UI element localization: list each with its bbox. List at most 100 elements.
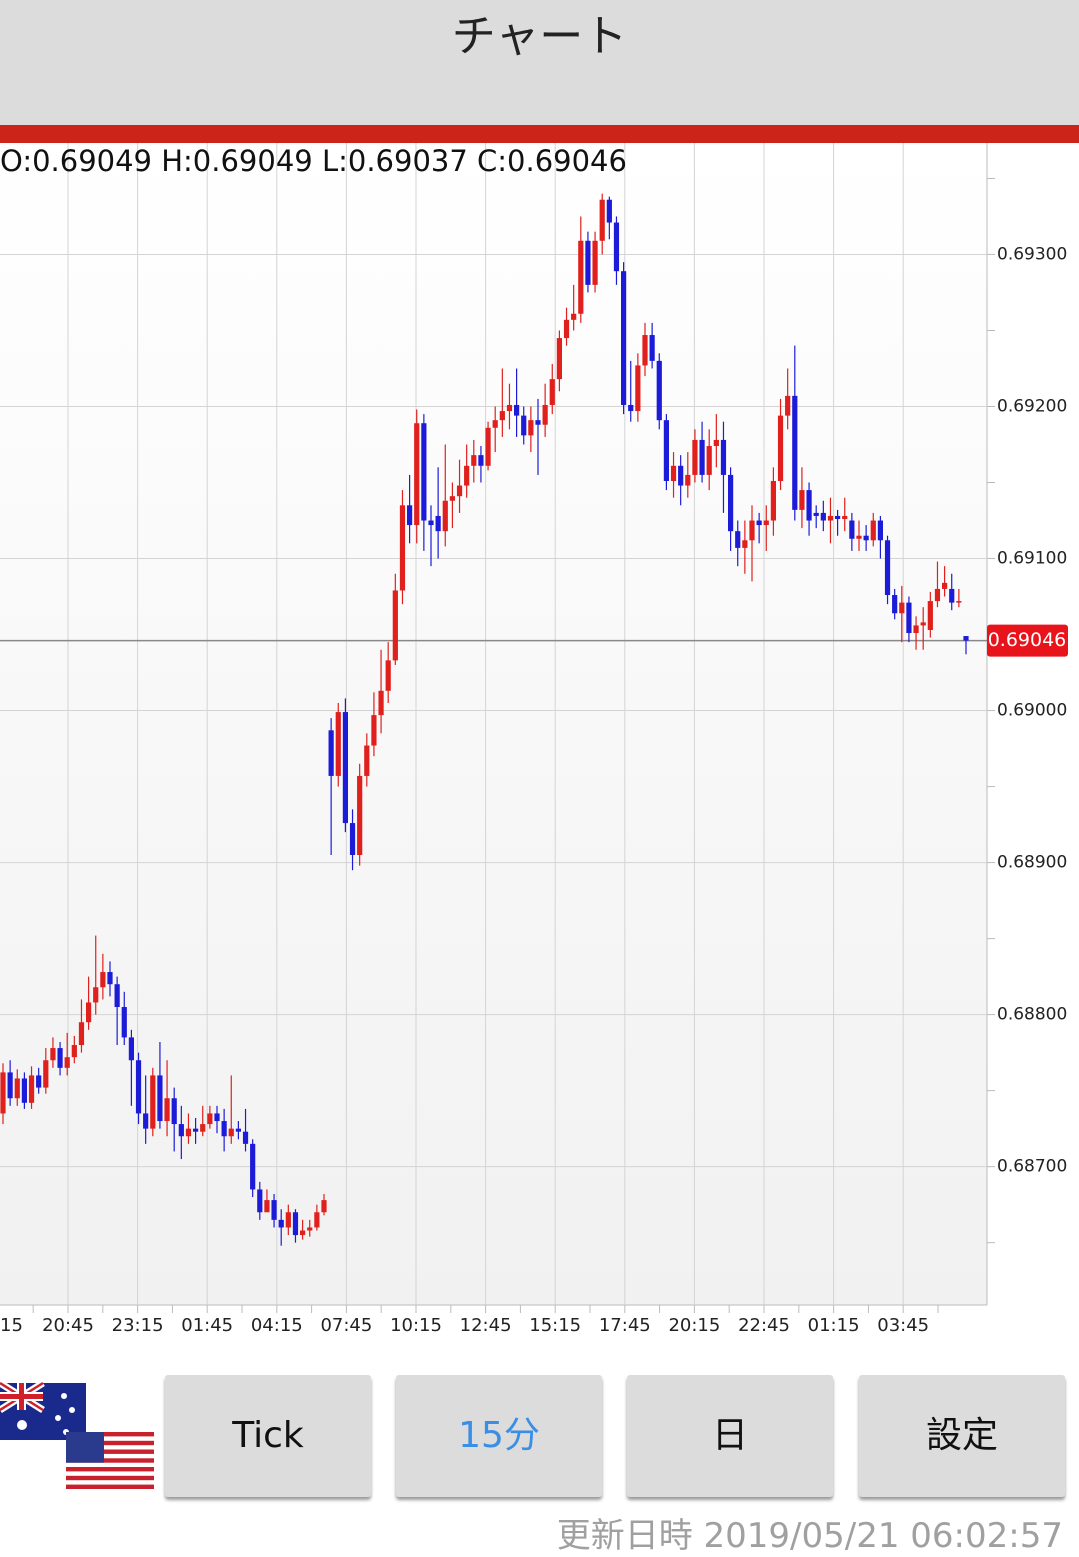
candle-body	[613, 222, 620, 272]
candle-body	[713, 439, 719, 447]
candle-body	[663, 420, 669, 481]
candle-body	[884, 540, 891, 596]
x-tick-label: 20:15	[668, 1315, 720, 1336]
candle-body	[0, 1072, 6, 1114]
accent-bar	[0, 125, 1079, 143]
candle-body	[592, 240, 598, 285]
candle-body	[321, 1200, 327, 1213]
candle-body	[421, 423, 427, 521]
candle-body	[870, 520, 876, 541]
settings-button[interactable]: 設定	[859, 1375, 1065, 1497]
candle-body	[892, 595, 898, 614]
candle-body	[856, 535, 862, 539]
candle-body	[50, 1048, 56, 1061]
candle-body	[934, 588, 941, 602]
candle-body	[492, 420, 498, 428]
candle-body	[221, 1121, 227, 1137]
candle-body	[300, 1230, 306, 1236]
candle-body	[157, 1075, 163, 1122]
candle-body	[942, 582, 948, 589]
candle-body	[899, 602, 905, 614]
candle-body	[407, 505, 413, 526]
x-tick-label: 15:15	[529, 1315, 581, 1336]
candle-body	[378, 690, 384, 716]
candle-body	[635, 365, 641, 412]
y-tick-label: 0.68900	[997, 853, 1067, 873]
candle-body	[307, 1227, 313, 1231]
candle-body	[670, 465, 677, 481]
candle-body	[813, 512, 819, 516]
candle-body	[742, 540, 748, 548]
candle-body	[806, 490, 812, 521]
candle-body	[920, 622, 926, 626]
15min-button[interactable]: 15分	[396, 1375, 602, 1497]
x-tick-label: 07:45	[320, 1315, 372, 1336]
candle-body	[478, 455, 484, 466]
candle-body	[185, 1128, 192, 1137]
candle-body	[214, 1113, 220, 1122]
candle-body	[728, 474, 734, 532]
candle-body	[242, 1131, 249, 1144]
currency-flags	[0, 1380, 154, 1489]
candle-body	[528, 420, 534, 436]
candle-body	[499, 411, 505, 421]
candle-body	[435, 515, 441, 532]
candle-body	[485, 427, 491, 466]
candle-body	[150, 1075, 156, 1129]
candle-body	[71, 1045, 77, 1058]
y-tick-label: 0.69300	[997, 244, 1067, 264]
daily-button[interactable]: 日	[627, 1375, 833, 1497]
candle-body	[342, 712, 348, 824]
candle-body	[78, 1022, 85, 1046]
candle-body	[842, 515, 848, 519]
candle-body	[335, 712, 341, 776]
candle-body	[685, 474, 691, 486]
candle-body	[14, 1078, 20, 1099]
candle-body	[642, 335, 648, 366]
candle-body	[64, 1057, 70, 1068]
candle-body	[956, 601, 962, 603]
candle-body	[357, 775, 363, 855]
candle-body	[121, 1007, 127, 1038]
candle-body	[471, 455, 477, 466]
candle-body	[207, 1113, 213, 1125]
candle-body	[735, 531, 741, 548]
candle-body	[271, 1200, 277, 1220]
candle-body	[785, 395, 791, 416]
y-tick-label: 0.69000	[997, 701, 1067, 721]
x-tick-label: 15	[0, 1315, 23, 1336]
y-tick-label: 0.68800	[997, 1005, 1067, 1025]
ohlc-readout: O:0.69049 H:0.69049 L:0.69037 C:0.69046	[0, 144, 627, 178]
candle-body	[756, 520, 762, 526]
candle-body	[449, 496, 455, 501]
candle-body	[349, 823, 356, 855]
candle-body	[556, 338, 562, 380]
header-title: チャート	[451, 11, 628, 62]
tick-button[interactable]: Tick	[165, 1375, 371, 1497]
candle-body	[792, 395, 798, 510]
candle-body	[628, 404, 634, 412]
candle-body	[114, 984, 120, 1008]
candle-body	[549, 379, 555, 405]
candle-body	[399, 505, 406, 591]
candle-body	[835, 515, 841, 519]
candle-body	[28, 1075, 35, 1103]
x-tick-label: 20:45	[42, 1315, 94, 1336]
candle-body	[877, 520, 883, 541]
candle-body	[93, 987, 99, 1003]
candle-body	[706, 446, 712, 475]
candle-body	[228, 1128, 234, 1137]
candle-body	[392, 590, 398, 661]
candle-body	[371, 715, 377, 746]
candle-body	[656, 360, 662, 421]
candle-body	[21, 1078, 27, 1103]
candle-body	[7, 1072, 13, 1099]
candle-body	[364, 745, 370, 776]
candle-body	[36, 1075, 42, 1088]
last-price-label: 0.69046	[988, 629, 1067, 651]
candle-body	[86, 1002, 92, 1023]
candle-body	[799, 490, 805, 510]
candle-body	[599, 199, 605, 241]
x-tick-label: 03:45	[877, 1315, 929, 1336]
candle-body	[927, 601, 933, 630]
